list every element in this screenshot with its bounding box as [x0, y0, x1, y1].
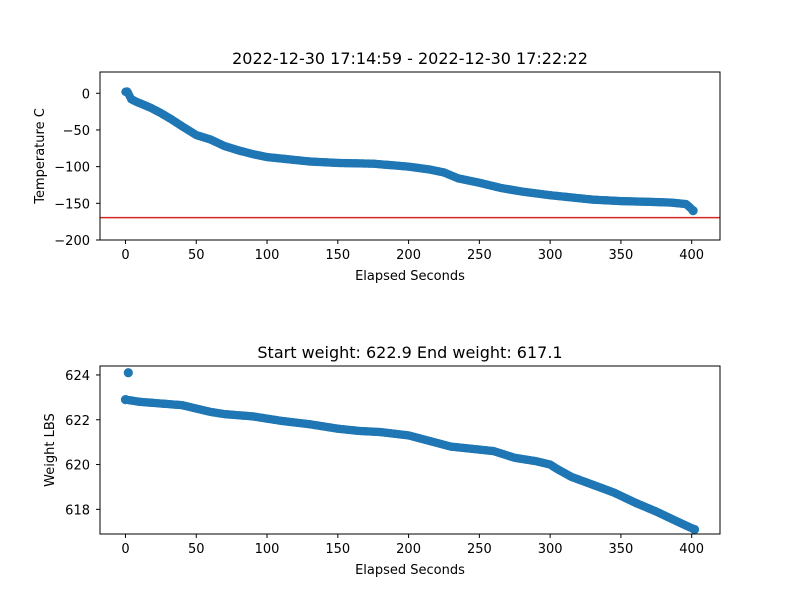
weight-x-tick-label: 400 — [679, 542, 704, 557]
temperature-data-point — [122, 87, 132, 97]
weight-x-tick-label: 300 — [538, 542, 563, 557]
temperature-x-tick-label: 150 — [325, 248, 350, 263]
weight-data-markers — [120, 368, 700, 534]
temperature-x-tick-label: 350 — [608, 248, 633, 263]
temperature-x-tick-label: 200 — [396, 248, 421, 263]
weight-y-tick-label: 618 — [65, 503, 90, 518]
weight-axes-frame — [99, 365, 721, 535]
weight-data-point — [120, 395, 131, 405]
weight-data-point — [123, 368, 133, 378]
weight-x-tick-label: 250 — [467, 542, 492, 557]
temperature-x-tick-label: 300 — [538, 248, 563, 263]
temperature-x-tick-label: 400 — [679, 248, 704, 263]
temperature-x-tick-label: 250 — [467, 248, 492, 263]
temperature-plot-x-label: Elapsed Seconds — [355, 269, 465, 284]
temperature-y-tick-label: −200 — [54, 234, 90, 249]
weight-plot: Start weight: 622.9 End weight: 617.1 El… — [43, 343, 721, 578]
temperature-plot-y-label: Temperature C — [33, 108, 48, 205]
weight-y-tick-label: 620 — [65, 459, 90, 474]
weight-x-tick-label: 100 — [255, 542, 280, 557]
weight-plot-y-label: Weight LBS — [43, 413, 58, 487]
weight-x-tick-label: 50 — [188, 542, 205, 557]
temperature-plot: 2022-12-30 17:14:59 - 2022-12-30 17:22:2… — [33, 49, 721, 284]
temperature-plot-title: 2022-12-30 17:14:59 - 2022-12-30 17:22:2… — [232, 49, 588, 68]
weight-x-tick-label: 0 — [121, 542, 129, 557]
weight-x-tick-label: 150 — [325, 542, 350, 557]
temperature-y-tick-label: −150 — [54, 197, 90, 212]
temperature-x-tick-label: 100 — [255, 248, 280, 263]
temperature-data-point — [688, 206, 698, 216]
temperature-y-tick-label: −100 — [54, 161, 90, 176]
temperature-x-tick-label: 0 — [121, 248, 129, 263]
weight-plot-title: Start weight: 622.9 End weight: 617.1 — [257, 343, 562, 362]
temperature-y-tick-label: −50 — [63, 124, 90, 139]
weight-x-tick-label: 350 — [608, 542, 633, 557]
weight-x-tick-label: 200 — [396, 542, 421, 557]
weight-plot-x-label: Elapsed Seconds — [355, 563, 465, 578]
temperature-data-markers — [121, 87, 698, 216]
temperature-axes-frame — [99, 71, 721, 241]
weight-y-tick-label: 624 — [65, 369, 90, 384]
weight-data-point — [689, 524, 700, 534]
weight-y-tick-label: 622 — [65, 414, 90, 429]
temperature-y-tick-label: 0 — [82, 87, 90, 102]
temperature-x-tick-label: 50 — [188, 248, 205, 263]
